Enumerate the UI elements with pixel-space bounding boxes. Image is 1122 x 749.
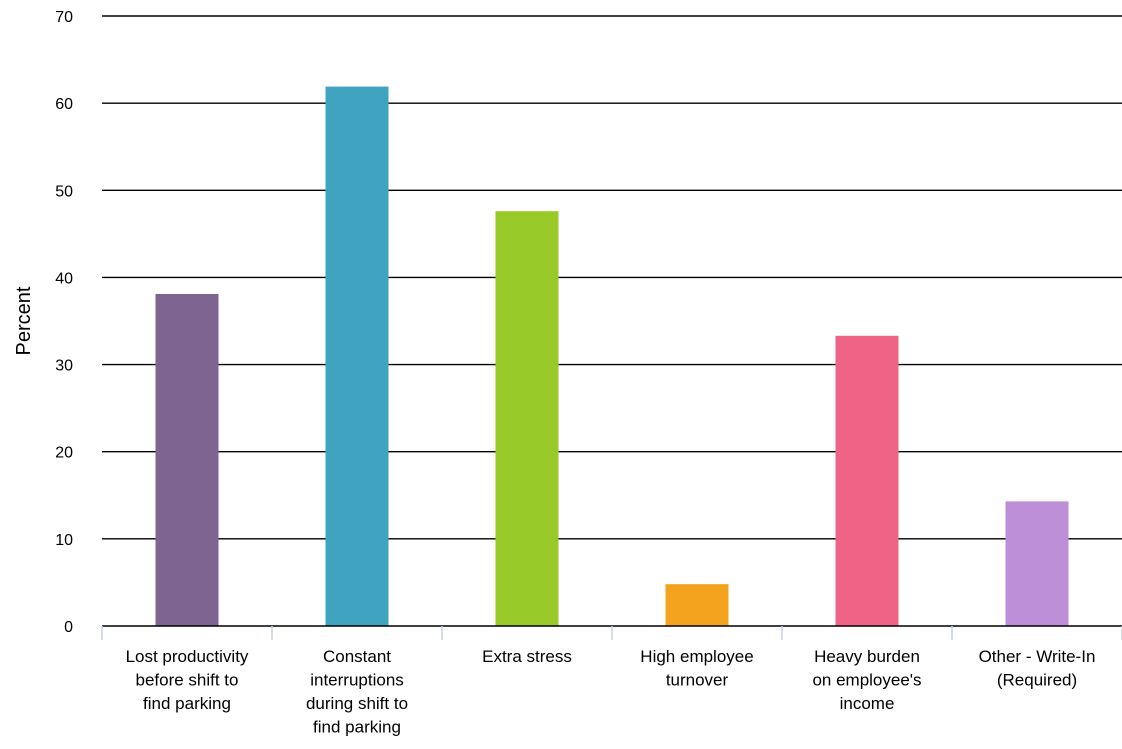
bar — [1005, 501, 1069, 626]
x-axis — [101, 625, 1122, 640]
y-tick-label: 60 — [55, 96, 73, 113]
x-category-label: High employee turnover — [640, 647, 753, 690]
x-category-label: Extra stress — [482, 647, 572, 666]
bar — [495, 211, 559, 626]
x-category-label: Other - Write-In (Required) — [979, 647, 1096, 690]
y-tick-label: 0 — [64, 619, 73, 636]
y-tick-label: 40 — [55, 270, 73, 287]
y-tick-label: 10 — [55, 532, 73, 549]
bar — [835, 335, 899, 626]
bar — [325, 86, 389, 627]
y-tick-label: 50 — [55, 183, 73, 200]
y-tick-label: 70 — [55, 9, 73, 26]
x-category-label: Heavy burden on employee's income — [812, 647, 921, 713]
bars — [155, 86, 1069, 627]
y-axis-ticks: 0 10 20 30 40 50 60 70 — [55, 9, 73, 636]
x-category-label: Lost productivity before shift to find par… — [126, 647, 249, 713]
bar — [665, 584, 729, 626]
y-tick-label: 30 — [55, 358, 73, 375]
x-axis-labels: Lost productivity before shift to find par… — [126, 647, 1096, 737]
x-category-label: Constant interruptions during shift to find… — [306, 647, 408, 737]
bar — [155, 293, 219, 626]
y-tick-label: 20 — [55, 445, 73, 462]
gridlines — [102, 15, 1122, 540]
y-axis-title: Percent — [13, 286, 35, 355]
